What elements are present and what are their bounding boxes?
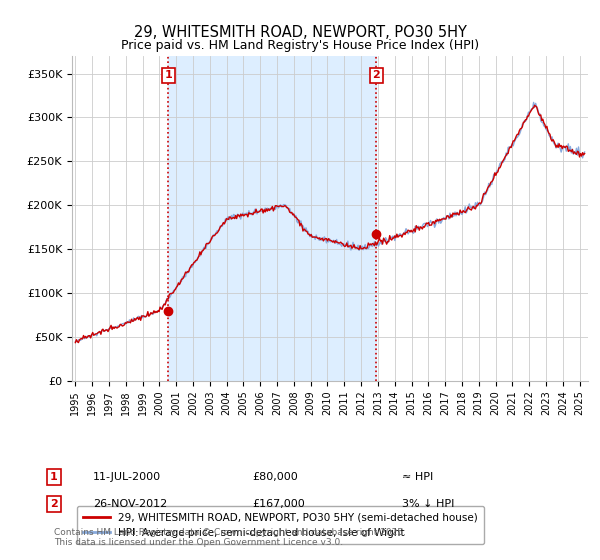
Text: £167,000: £167,000 [252,499,305,509]
Text: ≈ HPI: ≈ HPI [402,472,433,482]
Text: 2: 2 [373,71,380,80]
Text: Contains HM Land Registry data © Crown copyright and database right 2025.
This d: Contains HM Land Registry data © Crown c… [54,528,406,547]
Text: 2: 2 [50,499,58,509]
Text: 29, WHITESMITH ROAD, NEWPORT, PO30 5HY: 29, WHITESMITH ROAD, NEWPORT, PO30 5HY [134,25,466,40]
Text: 1: 1 [164,71,172,80]
Text: 26-NOV-2012: 26-NOV-2012 [93,499,167,509]
Text: £80,000: £80,000 [252,472,298,482]
Text: 1: 1 [50,472,58,482]
Bar [169,56,376,381]
Text: 3% ↓ HPI: 3% ↓ HPI [402,499,454,509]
Legend: 29, WHITESMITH ROAD, NEWPORT, PO30 5HY (semi-detached house), HPI: Average price: 29, WHITESMITH ROAD, NEWPORT, PO30 5HY (… [77,506,484,544]
Text: Price paid vs. HM Land Registry's House Price Index (HPI): Price paid vs. HM Land Registry's House … [121,39,479,52]
Text: 11-JUL-2000: 11-JUL-2000 [93,472,161,482]
